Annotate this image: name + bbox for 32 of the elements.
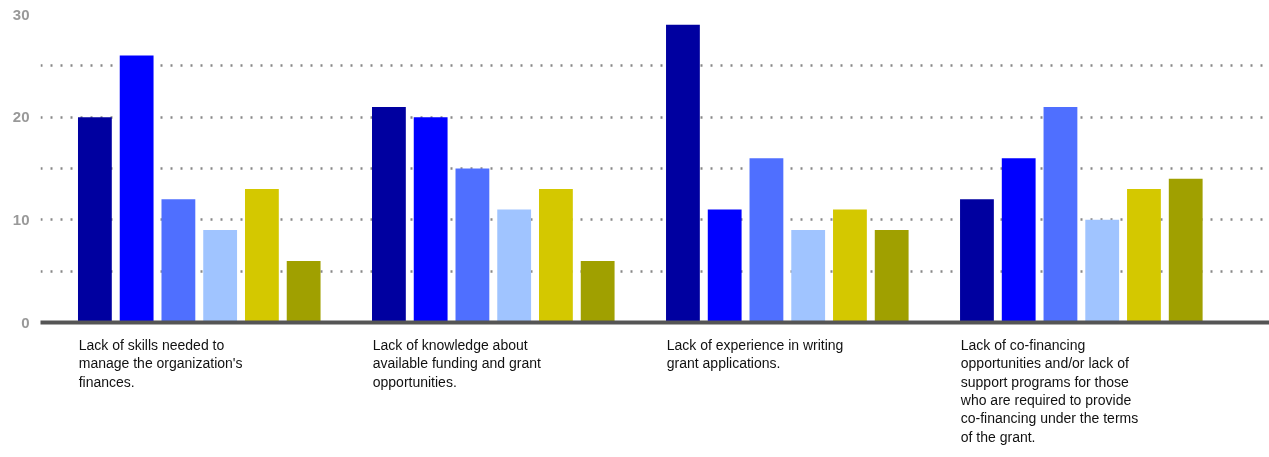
bar (874, 230, 909, 323)
bar (372, 106, 406, 323)
bar (1001, 158, 1036, 323)
bar (1168, 178, 1203, 323)
bar (497, 209, 532, 323)
bar (119, 55, 154, 323)
bar (413, 117, 448, 323)
bar (1043, 106, 1078, 323)
bar (77, 117, 112, 323)
bar (455, 168, 490, 323)
bar (666, 24, 700, 323)
bar (161, 199, 196, 323)
x-tick-label: Lack of experience in writing grant applications. (666, 336, 844, 372)
bar (960, 199, 994, 323)
bar (286, 260, 321, 323)
bar (244, 189, 279, 323)
bar (1127, 189, 1161, 323)
bar (580, 260, 615, 323)
bar (203, 230, 238, 323)
bar (707, 209, 742, 323)
bar (1085, 219, 1120, 323)
y-tick-label: 10 (12, 210, 30, 228)
bar (833, 209, 867, 323)
x-tick-label: Lack of knowledge about available funding and grant opportunities. (372, 336, 541, 390)
x-tick-label: Lack of co-financing opportunities and/or lack of support programs for those who are required to provide co-financing under the terms of the grant. (959, 336, 1139, 445)
y-tick-label: 0 (21, 313, 30, 331)
bar (749, 158, 784, 323)
y-tick-label: 20 (12, 108, 30, 126)
bar (791, 230, 826, 323)
y-tick-label: 30 (12, 5, 30, 23)
bar (539, 189, 573, 323)
x-tick-label: Lack of skills needed to manage the organization's finances. (78, 336, 243, 390)
